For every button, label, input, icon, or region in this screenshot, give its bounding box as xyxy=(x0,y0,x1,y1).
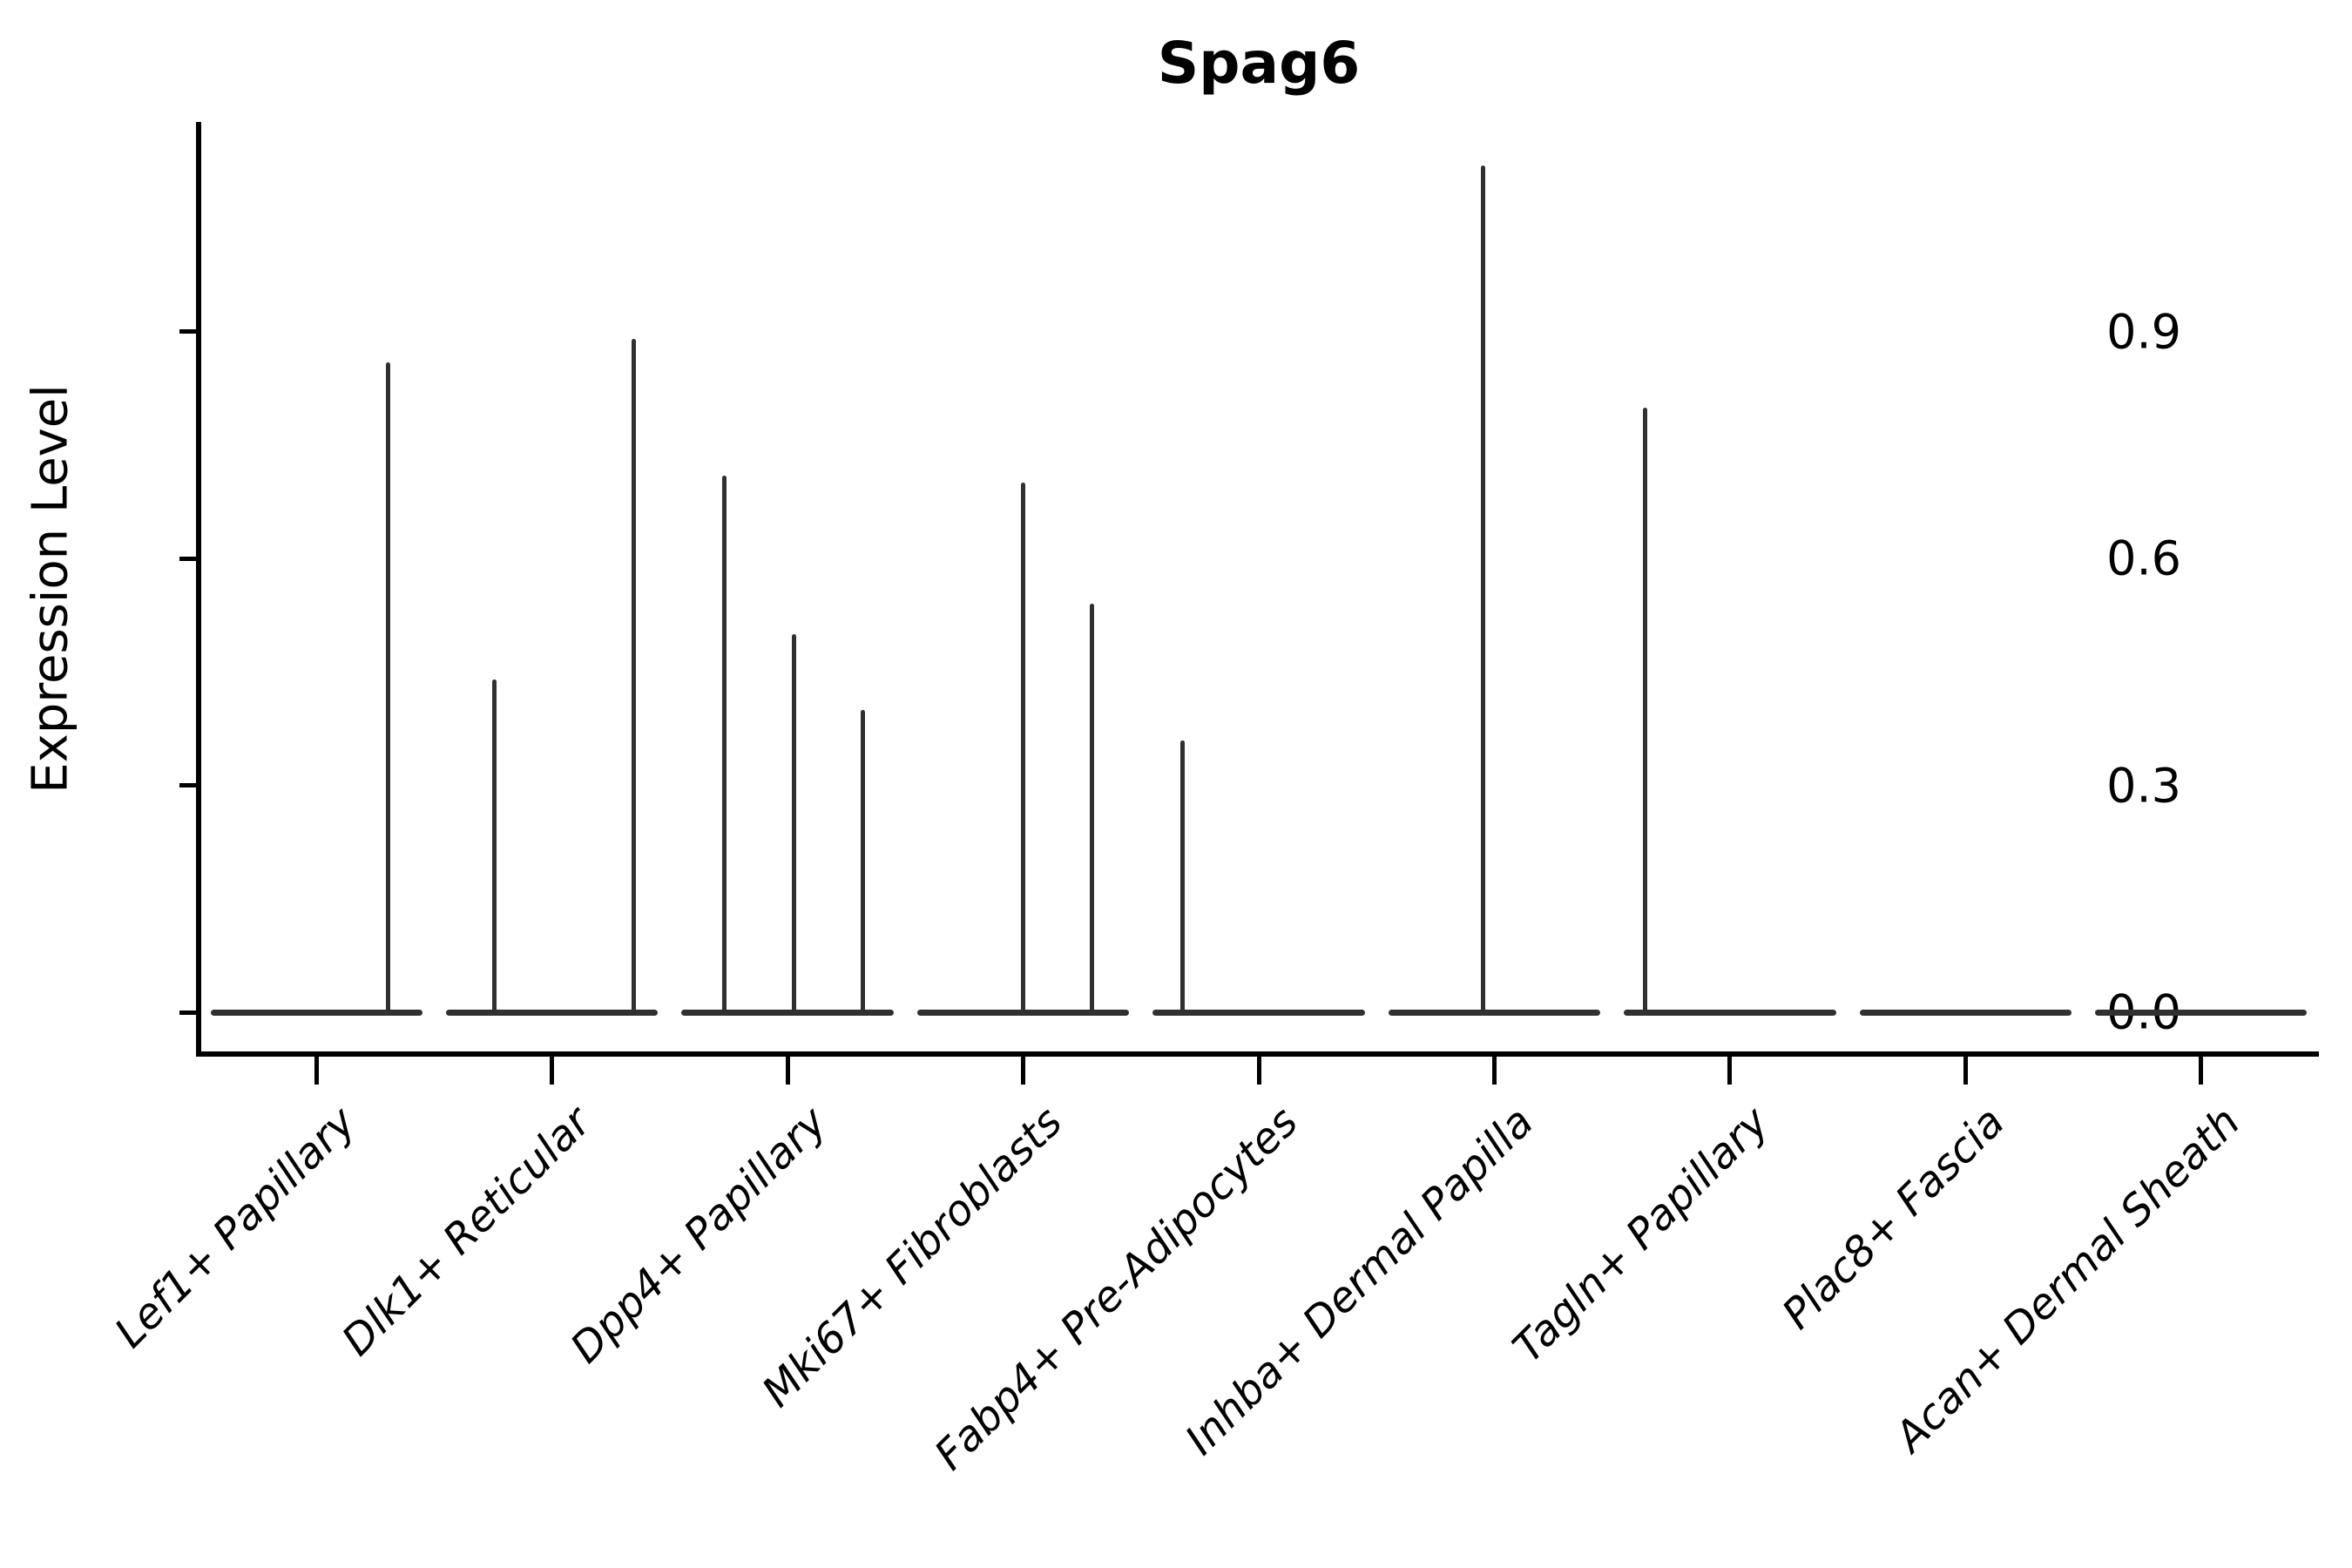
y-tick-mark xyxy=(179,556,199,561)
violin-tail-spike xyxy=(492,679,497,1016)
y-tick-label: 0.9 xyxy=(2106,304,2181,360)
x-tick-label: Lef1+ Papillary xyxy=(105,1098,365,1358)
y-axis-label: Expression Level xyxy=(22,384,79,794)
violin-body xyxy=(445,1009,659,1016)
y-axis-spine xyxy=(196,122,201,1057)
x-tick-mark xyxy=(2199,1057,2204,1085)
violin-tail-spike xyxy=(1480,165,1485,1016)
violin-body xyxy=(1624,1009,1836,1016)
violin-body xyxy=(1152,1009,1365,1016)
x-tick-mark xyxy=(1963,1057,1968,1085)
x-tick-label: Tagln+ Papillary xyxy=(1504,1098,1779,1373)
y-tick-mark xyxy=(179,783,199,788)
y-tick-mark xyxy=(179,329,199,335)
violin-body xyxy=(2095,1009,2308,1016)
x-tick-mark xyxy=(785,1057,790,1085)
x-tick-label: Dlk1+ Reticular xyxy=(333,1098,601,1366)
violin-body xyxy=(210,1009,422,1016)
x-axis-spine xyxy=(196,1051,2319,1057)
x-tick-label: Plac8+ Fascia xyxy=(1773,1098,2014,1339)
violin-tail-spike xyxy=(631,339,636,1016)
y-tick-label: 0.3 xyxy=(2106,758,2181,814)
x-tick-mark xyxy=(1727,1057,1733,1085)
x-tick-mark xyxy=(314,1057,319,1085)
x-tick-mark xyxy=(1256,1057,1261,1085)
y-tick-label: 0.6 xyxy=(2106,531,2181,586)
violin-tail-spike xyxy=(1643,407,1648,1016)
violin-tail-spike xyxy=(386,362,391,1016)
violin-tail-spike xyxy=(861,709,866,1016)
violin-body xyxy=(1859,1009,2072,1016)
x-tick-mark xyxy=(1491,1057,1497,1085)
violin-tail-spike xyxy=(1090,604,1095,1016)
y-tick-mark xyxy=(179,1010,199,1015)
x-tick-mark xyxy=(1021,1057,1026,1085)
violin-tail-spike xyxy=(791,634,796,1016)
violin-tail-spike xyxy=(721,475,727,1016)
violin-tail-spike xyxy=(1179,740,1185,1016)
x-tick-mark xyxy=(550,1057,555,1085)
violin-body xyxy=(1388,1009,1601,1016)
violin-tail-spike xyxy=(1021,483,1026,1016)
violin-body xyxy=(681,1009,894,1016)
plot-title: Spag6 xyxy=(1157,30,1361,97)
x-tick-label: Dpp4+ Papillary xyxy=(561,1098,836,1373)
